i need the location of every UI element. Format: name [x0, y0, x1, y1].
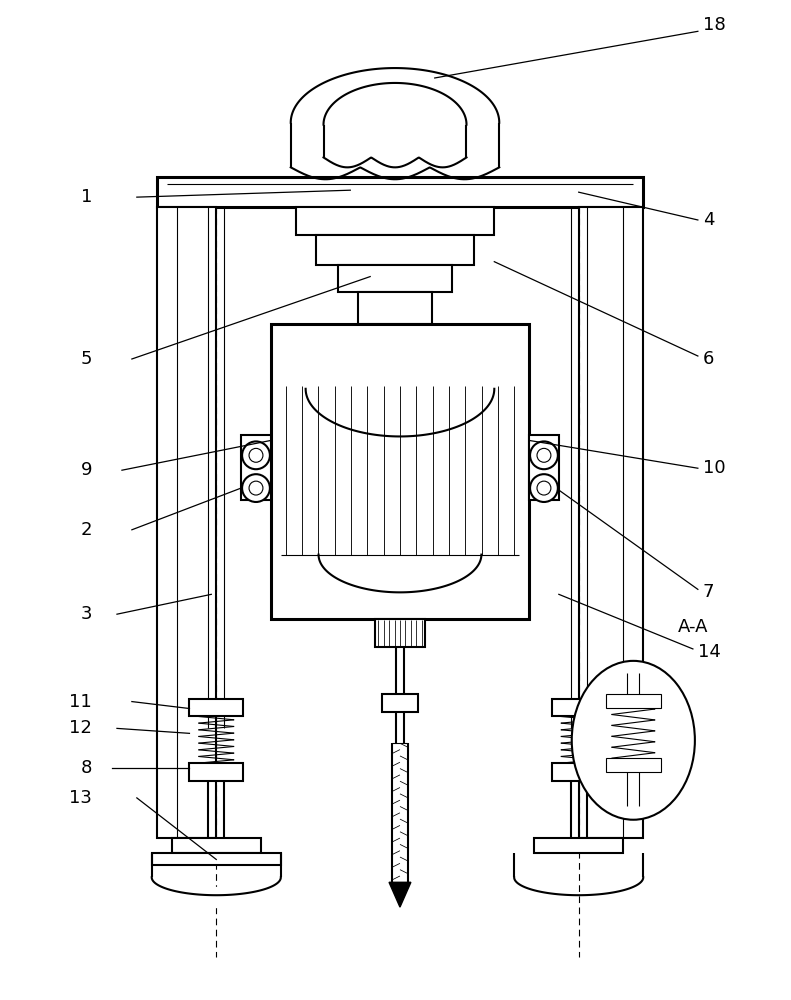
Circle shape — [537, 481, 551, 495]
Text: 11: 11 — [70, 693, 92, 711]
Text: 8: 8 — [81, 759, 92, 777]
Bar — [579, 207, 643, 838]
Bar — [157, 177, 643, 207]
Bar — [375, 619, 425, 647]
Bar — [552, 699, 606, 716]
Polygon shape — [389, 882, 411, 907]
Bar — [241, 435, 271, 500]
Bar — [172, 838, 261, 853]
Text: 6: 6 — [703, 350, 714, 368]
Text: 18: 18 — [703, 16, 725, 34]
Bar — [271, 324, 529, 619]
Bar — [534, 838, 623, 853]
Circle shape — [537, 448, 551, 462]
Circle shape — [249, 481, 263, 495]
Text: 10: 10 — [703, 459, 725, 477]
Text: 1: 1 — [81, 188, 92, 206]
Bar — [606, 758, 661, 772]
Circle shape — [242, 441, 270, 469]
Text: 4: 4 — [703, 211, 714, 229]
Bar — [296, 207, 494, 235]
Bar — [606, 694, 661, 708]
Circle shape — [249, 448, 263, 462]
Bar — [382, 694, 418, 712]
Text: 9: 9 — [81, 461, 92, 479]
Text: 14: 14 — [698, 643, 721, 661]
Text: 7: 7 — [703, 583, 714, 601]
Text: A-A: A-A — [678, 618, 709, 636]
Bar — [529, 435, 559, 500]
Circle shape — [530, 474, 558, 502]
Bar — [552, 763, 606, 781]
Bar — [152, 853, 281, 865]
Text: 12: 12 — [70, 719, 92, 737]
Bar — [358, 292, 432, 324]
Bar — [157, 207, 216, 838]
Text: 3: 3 — [81, 605, 92, 623]
Text: 5: 5 — [81, 350, 92, 368]
Circle shape — [242, 474, 270, 502]
Circle shape — [530, 441, 558, 469]
Bar — [190, 699, 243, 716]
Bar — [316, 235, 475, 265]
Text: 2: 2 — [81, 521, 92, 539]
Text: 13: 13 — [70, 789, 92, 807]
Bar — [190, 763, 243, 781]
Ellipse shape — [572, 661, 694, 820]
Bar — [339, 265, 452, 292]
